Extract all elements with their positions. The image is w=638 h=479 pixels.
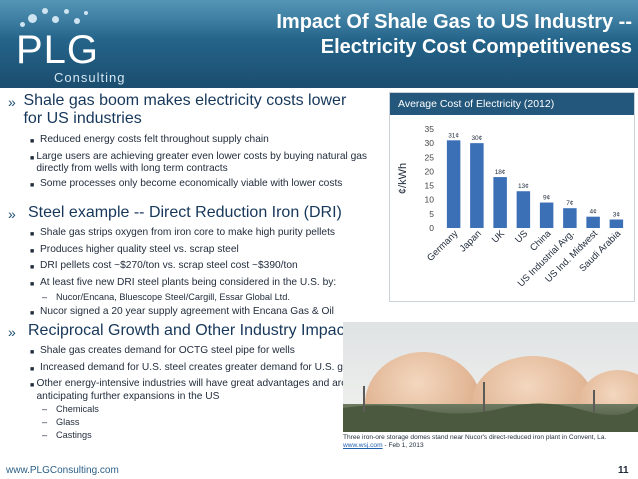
bullet-item: ■ Other energy-intensive industries will … [30, 378, 347, 402]
source-date: - Feb 1, 2013 [382, 442, 424, 449]
category-label: UK [490, 228, 508, 246]
photo-caption: Three iron-ore storage domes stand near … [343, 434, 635, 450]
bar-japan [470, 143, 484, 228]
data-label: 13¢ [518, 183, 529, 190]
section-heading-text: Steel example -- Direct Reduction Iron (… [28, 204, 342, 221]
square-bullet-icon: ■ [30, 247, 35, 255]
category-label: Japan [458, 228, 484, 254]
dome-photo [343, 322, 638, 432]
footer-url: www.PLGConsulting.com [6, 465, 119, 476]
logo-subtext: Consulting [54, 70, 126, 85]
title-line-1: Impact Of Shale Gas to US Industry -- [276, 11, 632, 33]
square-bullet-icon: ■ [30, 231, 35, 238]
chart-title: Average Cost of Electricity (2012) [390, 93, 634, 115]
square-bullet-icon: ■ [30, 181, 35, 189]
data-label: 3¢ [613, 212, 621, 219]
bar-china [539, 202, 554, 228]
bar-us [516, 191, 531, 228]
square-bullet-icon: ■ [30, 154, 35, 162]
bar-us-ind-midwest [586, 216, 600, 228]
chevron-right-icon: » [8, 94, 16, 110]
y-tick-label: 35 [425, 124, 435, 134]
y-tick-label: 10 [425, 195, 435, 205]
bar-uk [493, 177, 507, 228]
data-label: 4¢ [590, 209, 598, 216]
bullet-item: ■ Increased demand for U.S. steel creates… [30, 362, 360, 377]
bullet-item: ■ Shale gas strips oxygen from iron core … [30, 227, 368, 242]
data-label: 7¢ [566, 200, 574, 207]
category-label: Germany [425, 228, 461, 264]
y-tick-label: 20 [425, 166, 435, 176]
bar-saudi-arabia [609, 219, 624, 228]
page-number: 11 [618, 465, 629, 476]
bullet-item: ■ Some processes only become economically… [30, 178, 368, 193]
section-heading: » Shale gas boom makes electricity costs… [8, 92, 368, 128]
square-bullet-icon: ■ [30, 138, 35, 145]
square-bullet-icon: ■ [30, 280, 35, 288]
section-heading-text: Reciprocal Growth and Other Industry Imp… [28, 322, 358, 339]
y-tick-label: 25 [425, 152, 435, 162]
section-shale-gas: » Shale gas boom makes electricity costs… [8, 92, 368, 192]
bullet-item: ■ Shale gas creates demand for OCTG steel… [30, 345, 368, 360]
bullet-item: ■ Produces higher quality steel vs. scrap… [30, 244, 368, 259]
square-bullet-icon: ■ [30, 382, 35, 389]
square-bullet-icon: ■ [30, 365, 35, 373]
sub-bullet-item: – Glass [42, 417, 80, 427]
square-bullet-icon: ■ [30, 310, 35, 317]
y-tick-label: 5 [429, 209, 434, 219]
sub-bullet-item: – Chemicals [42, 404, 99, 414]
bullet-item: ■ Reduced energy costs felt throughout su… [30, 134, 368, 149]
bar-chart-svg: ¢/kWh 0 5 10 15 20 25 30 35 31¢ Germany 30¢ Japan 18¢… [397, 124, 624, 289]
bullet-item: ■ DRI pellets cost ~$270/ton vs. scrap st… [30, 260, 368, 275]
bullet-item: ■ Large users are achieving greater even … [30, 150, 368, 175]
section-heading: » Steel example -- Direct Reduction Iron… [8, 204, 368, 222]
bar-germany [446, 140, 461, 228]
electricity-cost-chart: Average Cost of Electricity (2012) ¢/kWh… [389, 92, 635, 302]
square-bullet-icon: ■ [30, 349, 35, 356]
bullet-item: ■ Nucor signed a 20 year supply agreement… [30, 306, 368, 321]
section-heading: » Reciprocal Growth and Other Industry I… [8, 322, 368, 340]
plg-logo: PLG Consulting [10, 6, 160, 85]
section-steel-dri: » Steel example -- Direct Reduction Iron… [8, 204, 368, 321]
logo-dots-icon [18, 6, 108, 32]
storage-domes-image [343, 322, 638, 432]
header-gloss [0, 0, 638, 40]
data-label: 30¢ [471, 135, 482, 142]
y-tick-label: 15 [425, 181, 435, 191]
sub-bullet-item: – Nucor/Encana, Bluescope Steel/Cargill, … [42, 292, 290, 302]
slide-title: Impact Of Shale Gas to US Industry -- El… [170, 10, 632, 60]
bar-us-industrial-avg- [563, 208, 577, 228]
y-tick-label: 0 [429, 223, 434, 233]
source-link[interactable]: www.wsj.com [343, 442, 383, 449]
sub-bullet-item: – Castings [42, 430, 92, 440]
caption-text: Three iron-ore storage domes stand near … [343, 434, 607, 441]
header-banner: PLG Consulting Impact Of Shale Gas to US… [0, 0, 638, 88]
section-reciprocal-growth: » Reciprocal Growth and Other Industry I… [8, 322, 368, 442]
section-heading-text: Shale gas boom makes electricity costs l… [23, 92, 347, 127]
logo-text: PLG [16, 28, 100, 72]
data-label: 18¢ [495, 169, 506, 176]
chevron-right-icon: » [8, 324, 16, 340]
data-label: 9¢ [543, 195, 551, 202]
square-bullet-icon: ■ [30, 264, 35, 271]
y-tick-label: 30 [425, 138, 435, 148]
chevron-right-icon: » [8, 206, 16, 222]
category-label: US [513, 228, 530, 245]
bullet-item: ■ At least five new DRI steel plants bein… [30, 277, 368, 292]
y-axis-label: ¢/kWh [397, 163, 409, 194]
data-label: 31¢ [448, 132, 459, 139]
title-line-2: Electricity Cost Competitiveness [320, 36, 632, 58]
